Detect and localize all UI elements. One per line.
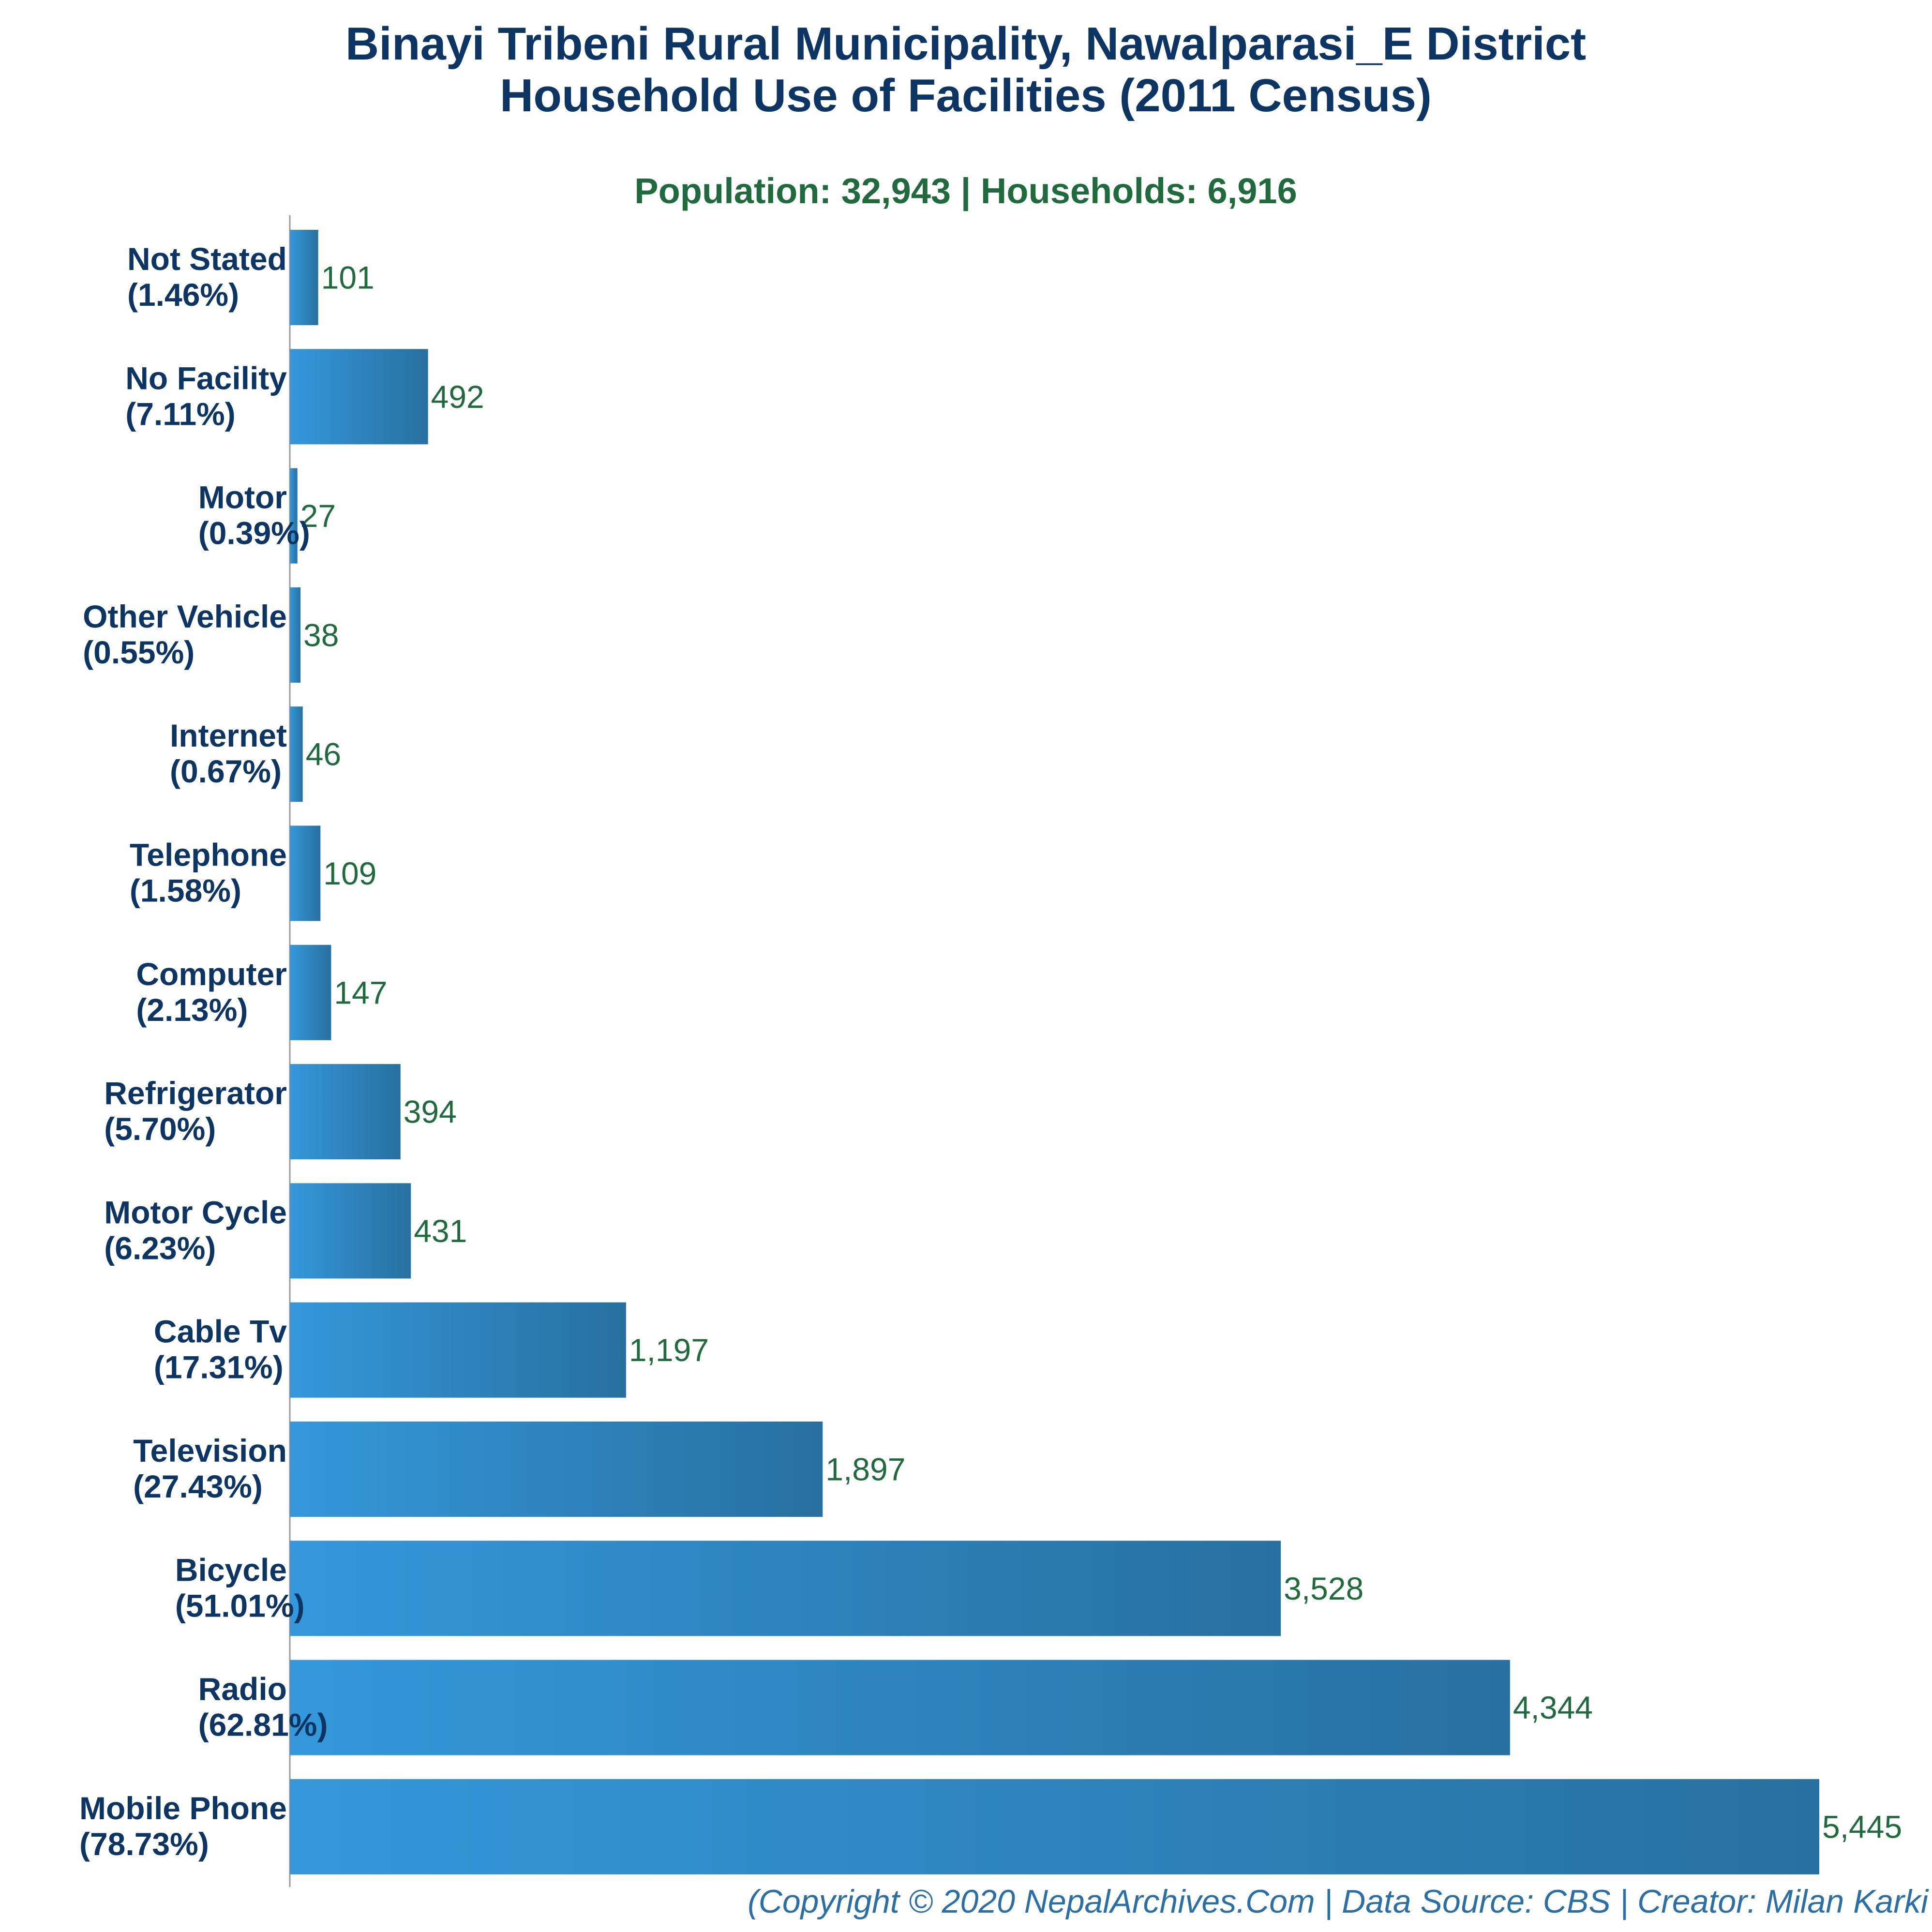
percent-label-1: (7.11%) [125, 396, 235, 432]
percent-label-5: (1.58%) [130, 873, 241, 909]
bar-10 [290, 1422, 823, 1517]
chart-title-line1: Binayi Tribeni Rural Municipality, Nawal… [345, 18, 1586, 70]
chart-title-line2: Household Use of Facilities (2011 Census… [500, 70, 1432, 121]
bar-13 [290, 1779, 1819, 1874]
footer-credit: (Copyright © 2020 NepalArchives.Com | Da… [748, 1883, 1929, 1920]
percent-label-10: (27.43%) [133, 1468, 263, 1504]
percent-label-4: (0.67%) [170, 753, 282, 789]
percent-label-2: (0.39%) [198, 515, 310, 551]
category-label-3: Other Vehicle [83, 599, 287, 634]
value-label-0: 101 [321, 260, 374, 296]
chart-subtitle: Population: 32,943 | Households: 6,916 [634, 171, 1297, 211]
percent-label-11: (51.01%) [175, 1588, 305, 1623]
bar-9 [290, 1302, 626, 1398]
value-label-6: 147 [334, 974, 387, 1010]
value-label-3: 38 [303, 617, 339, 653]
bar-8 [290, 1183, 411, 1279]
percent-label-6: (2.13%) [136, 992, 248, 1028]
category-label-2: Motor [198, 479, 287, 515]
percent-label-3: (0.55%) [83, 634, 195, 670]
category-label-12: Radio [198, 1671, 287, 1707]
bars-layer: 101 Not Stated(1.46%) 492 No Facility(7.11%… [79, 230, 1902, 1874]
percent-label-0: (1.46%) [127, 277, 239, 313]
percent-label-12: (62.81%) [198, 1707, 328, 1743]
bar-5 [290, 825, 321, 921]
value-label-11: 3,528 [1284, 1571, 1363, 1606]
bar-0 [290, 230, 318, 325]
bar-2 [290, 468, 298, 564]
bar-6 [290, 944, 331, 1040]
value-label-5: 109 [323, 855, 376, 891]
category-label-5: Telephone [130, 837, 287, 873]
category-label-6: Computer [136, 956, 287, 992]
bar-7 [290, 1064, 401, 1160]
value-label-9: 1,197 [629, 1332, 709, 1368]
value-label-1: 492 [431, 379, 484, 415]
category-label-9: Cable Tv [154, 1314, 287, 1349]
bar-4 [290, 706, 303, 802]
category-label-10: Television [133, 1433, 287, 1468]
bar-3 [290, 587, 301, 683]
percent-label-8: (6.23%) [104, 1230, 216, 1266]
bar-1 [290, 349, 428, 445]
percent-label-7: (5.70%) [104, 1111, 216, 1147]
category-label-4: Internet [170, 718, 287, 753]
bar-11 [290, 1541, 1281, 1636]
value-label-12: 4,344 [1513, 1690, 1593, 1725]
category-label-1: No Facility [125, 360, 287, 396]
bar-12 [290, 1660, 1510, 1755]
value-label-7: 394 [404, 1094, 457, 1130]
value-label-8: 431 [414, 1213, 467, 1249]
percent-label-13: (78.73%) [79, 1826, 209, 1862]
category-label-11: Bicycle [175, 1552, 287, 1588]
value-label-4: 46 [306, 736, 341, 772]
value-label-13: 5,445 [1822, 1809, 1902, 1844]
category-label-8: Motor Cycle [104, 1194, 287, 1230]
category-label-13: Mobile Phone [79, 1790, 287, 1826]
value-label-2: 27 [300, 498, 336, 534]
value-label-10: 1,897 [825, 1452, 905, 1487]
percent-label-9: (17.31%) [154, 1349, 284, 1385]
category-label-0: Not Stated [127, 241, 287, 277]
category-label-7: Refrigerator [104, 1075, 287, 1111]
